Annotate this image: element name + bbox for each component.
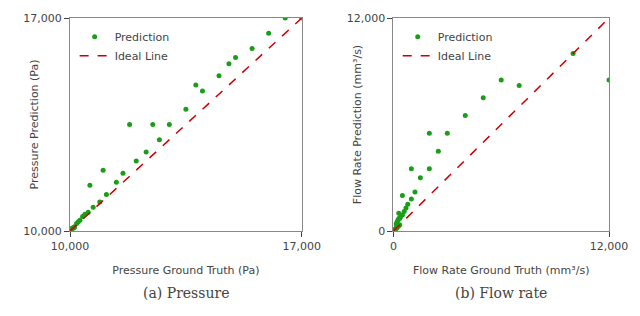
svg-text:(a) Pressure: (a) Pressure [143, 285, 229, 301]
svg-text:Ideal Line: Ideal Line [438, 50, 491, 63]
svg-text:17,000: 17,000 [283, 240, 322, 253]
svg-text:12,000: 12,000 [347, 12, 386, 25]
svg-text:Ideal Line: Ideal Line [115, 50, 168, 63]
svg-text:0: 0 [378, 225, 385, 238]
svg-text:Flow Rate Prediction (mm³/s): Flow Rate Prediction (mm³/s) [351, 45, 364, 204]
svg-text:0: 0 [390, 240, 397, 253]
svg-text:Prediction: Prediction [438, 31, 493, 44]
svg-text:(b) Flow rate: (b) Flow rate [455, 285, 547, 301]
svg-text:10,000: 10,000 [23, 225, 62, 238]
svg-text:Flow Rate Ground Truth (mm³/s): Flow Rate Ground Truth (mm³/s) [413, 264, 590, 277]
svg-text:10,000: 10,000 [51, 240, 90, 253]
svg-text:17,000: 17,000 [23, 12, 62, 25]
svg-text:12,000: 12,000 [590, 240, 629, 253]
svg-text:Pressure Prediction (Pa): Pressure Prediction (Pa) [28, 59, 41, 189]
svg-text:Pressure Ground Truth (Pa): Pressure Ground Truth (Pa) [112, 264, 259, 277]
svg-text:Prediction: Prediction [115, 31, 170, 44]
